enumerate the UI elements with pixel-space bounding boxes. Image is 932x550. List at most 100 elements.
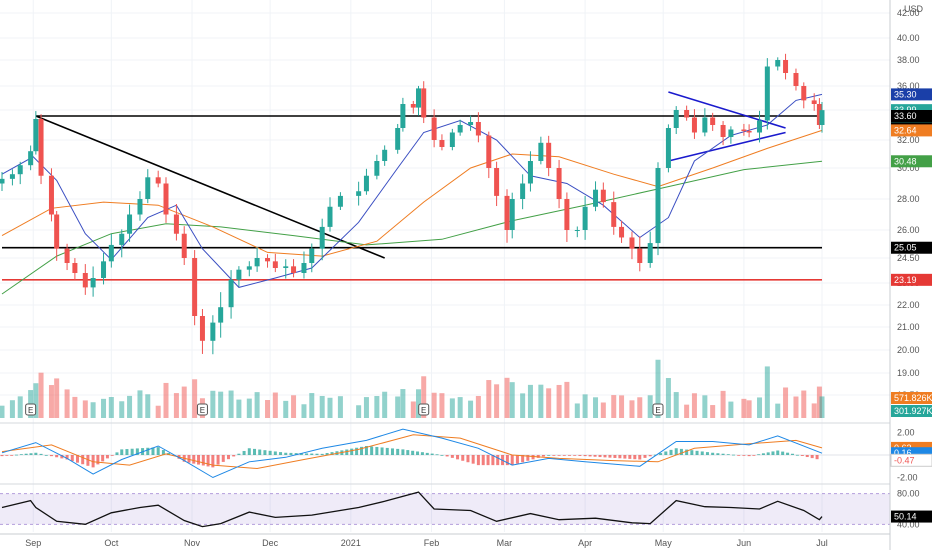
volume-tag-label: 301.927K <box>894 406 932 416</box>
earnings-marker <box>25 403 37 416</box>
y-tick-label: 42.00 <box>897 8 920 18</box>
volume-bar <box>629 400 635 418</box>
macd-signal-line <box>1 434 823 470</box>
macd-histogram-bar <box>268 450 272 455</box>
macd-histogram-bar <box>279 452 283 455</box>
macd-histogram-bar <box>345 449 349 455</box>
macd-histogram-bar <box>526 455 530 461</box>
macd-histogram-bar <box>531 455 535 460</box>
volume-bar <box>564 381 570 418</box>
volume-bar <box>363 397 369 418</box>
candle-body <box>431 117 437 140</box>
macd-histogram-bar <box>75 455 79 463</box>
macd-histogram-bar <box>711 452 715 455</box>
candle-body <box>655 168 661 244</box>
macd-histogram-bar <box>790 453 794 455</box>
macd-histogram-bar <box>810 455 814 459</box>
volume-bar <box>400 389 406 418</box>
macd-histogram-bar <box>800 455 804 456</box>
candle-body <box>192 258 198 316</box>
volume-bar <box>48 385 54 418</box>
candlesticks[interactable] <box>0 53 825 355</box>
macd-histogram-bar <box>567 455 571 456</box>
annotation-lines[interactable] <box>2 91 822 281</box>
candle-body <box>395 128 401 150</box>
macd-panel[interactable] <box>0 428 890 479</box>
candle-body <box>691 117 697 133</box>
candle-body <box>236 269 242 280</box>
macd-histogram-bar <box>766 452 770 455</box>
candle-body <box>199 316 205 341</box>
trend-line <box>668 131 786 162</box>
macd-histogram-bar <box>401 449 405 455</box>
candle-body <box>538 142 544 161</box>
price-tag <box>891 241 932 254</box>
macd-histogram-bar <box>541 455 545 457</box>
macd-histogram-bar <box>105 455 109 459</box>
macd-histogram-bar <box>216 455 220 465</box>
volume-bar <box>192 379 198 418</box>
macd-tag-label: 0.16 <box>894 448 912 458</box>
macd-histogram-bar <box>396 448 400 455</box>
volume-bar <box>137 390 143 418</box>
candle-body <box>337 195 343 207</box>
macd-histogram-bar <box>86 455 90 466</box>
y-tick-label: 36.00 <box>897 81 920 91</box>
candle-body <box>556 168 562 199</box>
macd-tag-label: -0.47 <box>894 455 915 465</box>
rsi-tag <box>891 510 932 523</box>
macd-histogram-bar <box>659 453 663 455</box>
price-tags: 35.3033.9901:13:3733.6032.7832.6430.4825… <box>890 88 932 523</box>
volume-bar <box>684 404 690 418</box>
macd-histogram-bar <box>476 455 480 466</box>
macd-histogram-bar <box>771 451 775 455</box>
candle-body <box>72 263 78 273</box>
macd-histogram-bar <box>411 450 415 455</box>
candle-body <box>475 122 481 136</box>
macd-histogram-bar <box>294 453 298 455</box>
macd-histogram-bar <box>757 454 761 456</box>
volume-bar <box>600 402 606 418</box>
macd-histogram-bar <box>29 453 33 455</box>
candle-body <box>127 214 133 234</box>
candle-body <box>504 195 510 230</box>
macd-histogram-bar <box>648 455 652 457</box>
candle-body <box>90 278 96 288</box>
macd-histogram-bar <box>192 455 196 464</box>
rsi-panel[interactable] <box>0 491 890 528</box>
volume-bar <box>619 395 625 418</box>
macd-histogram-bar <box>618 455 622 459</box>
volume-bar <box>819 396 825 418</box>
candle-body <box>673 110 679 128</box>
volume-bar <box>119 401 125 418</box>
macd-histogram-bar <box>721 453 725 455</box>
macd-histogram-bar <box>450 455 454 458</box>
volume-bar <box>283 400 289 418</box>
macd-histogram-bar <box>350 448 354 455</box>
macd-histogram-bar <box>263 450 267 455</box>
macd-histogram-bar <box>552 455 556 456</box>
x-tick-label: Dec <box>262 538 279 548</box>
price-tag <box>891 110 932 122</box>
candle-body <box>410 104 416 108</box>
candle-body <box>457 125 463 133</box>
candle-body <box>9 174 15 179</box>
candle-body <box>637 248 643 263</box>
macd-y-tick-label: 2.00 <box>897 428 915 438</box>
moving-averages <box>1 93 823 295</box>
macd-histogram-bar <box>10 455 14 456</box>
macd-histogram-bar <box>211 455 215 468</box>
macd-histogram-bar <box>125 449 129 455</box>
volume-bar <box>90 402 96 418</box>
macd-histogram-bar <box>547 455 551 456</box>
candle-body <box>416 88 422 108</box>
volume-bar <box>0 405 5 418</box>
macd-histogram-bar <box>96 455 100 465</box>
candle-body <box>301 263 307 273</box>
macd-histogram-bar <box>330 452 334 455</box>
y-tick-label: 26.00 <box>897 225 920 235</box>
candle-body <box>228 279 234 308</box>
